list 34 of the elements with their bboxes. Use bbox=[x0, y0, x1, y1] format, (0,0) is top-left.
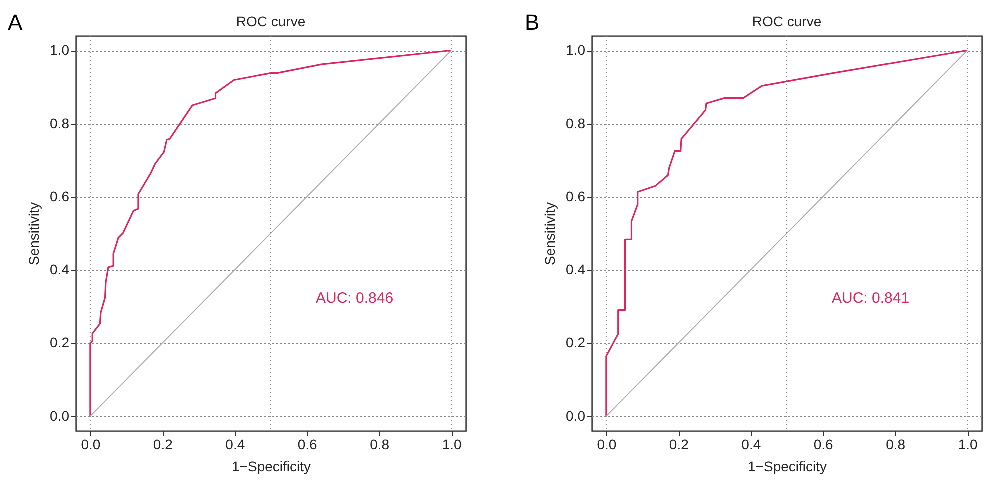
chart-title: ROC curve bbox=[236, 14, 306, 30]
chart-title: ROC curve bbox=[752, 14, 822, 30]
x-tick-label: 1.0 bbox=[442, 436, 462, 452]
x-tick-label: 0.2 bbox=[669, 436, 690, 452]
y-tick-label: 0.4 bbox=[566, 262, 586, 278]
annotation: AUC: 0.841 bbox=[832, 290, 910, 307]
y-tick-label: 0.6 bbox=[50, 188, 70, 204]
y-tick-label: 1.0 bbox=[50, 42, 70, 58]
x-axis-title: 1−Specificity bbox=[232, 458, 311, 474]
annotation: AUC: 0.846 bbox=[316, 290, 394, 307]
x-tick-label: 0.0 bbox=[597, 436, 617, 452]
x-tick-label: 0.6 bbox=[814, 436, 834, 452]
y-tick-label: 0.2 bbox=[566, 334, 586, 351]
x-tick-label: 0.6 bbox=[298, 436, 318, 452]
x-tick-label: 0.0 bbox=[81, 436, 101, 452]
y-tick-label: 0.8 bbox=[50, 115, 70, 132]
y-tick-label: 0.6 bbox=[566, 188, 586, 204]
x-tick-label: 1.0 bbox=[958, 436, 978, 452]
y-axis-title: Sensitivity bbox=[542, 202, 558, 266]
x-tick-label: 0.4 bbox=[226, 436, 246, 452]
text: A bbox=[8, 10, 23, 36]
y-tick-label: 0.0 bbox=[566, 408, 586, 424]
x-axis-title: 1−Specificity bbox=[748, 458, 827, 474]
x-tick-label: 0.4 bbox=[742, 436, 762, 452]
x-tick-label: 0.8 bbox=[886, 436, 906, 452]
x-tick-label: 0.8 bbox=[370, 436, 390, 452]
y-tick-label: 0.8 bbox=[566, 115, 586, 132]
y-tick-label: 0.4 bbox=[50, 262, 70, 278]
y-tick-label: 0.2 bbox=[50, 334, 70, 351]
y-tick-label: 0.0 bbox=[50, 408, 70, 424]
x-tick-label: 0.2 bbox=[153, 436, 174, 452]
y-axis-title: Sensitivity bbox=[26, 202, 42, 266]
text: B bbox=[525, 10, 540, 36]
y-tick-label: 1.0 bbox=[566, 42, 586, 58]
